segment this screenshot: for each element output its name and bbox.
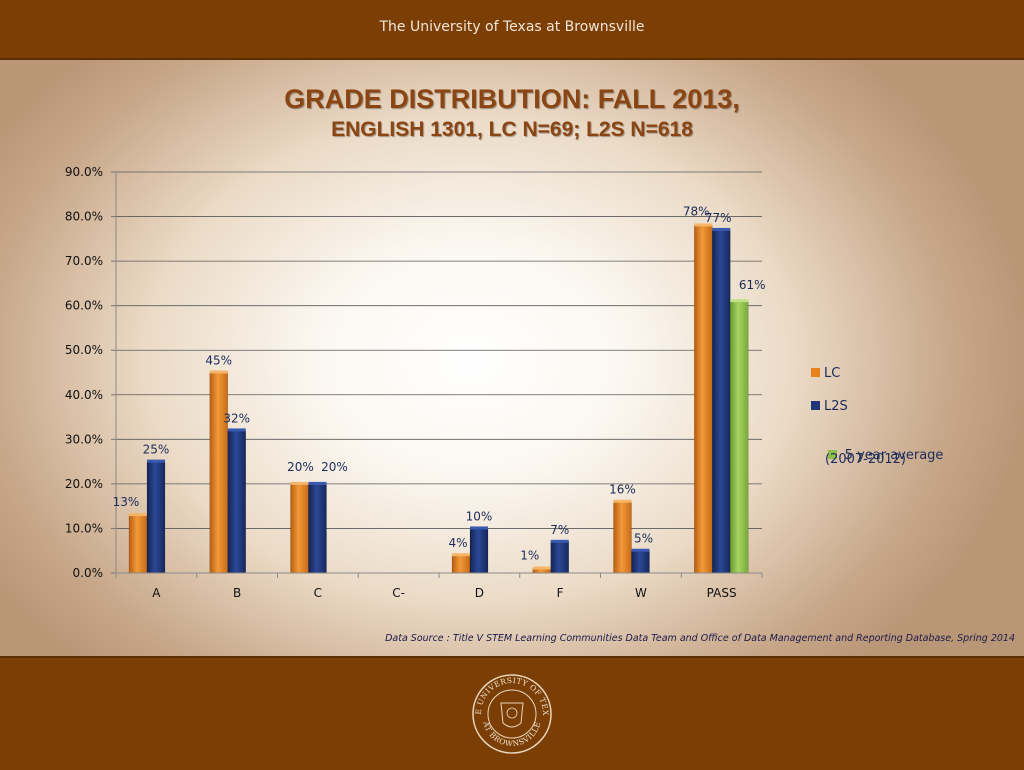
bar-l2s-c-cap [308,481,327,485]
bar-l2s-w [631,550,650,574]
bar-l2s-f-cap [550,539,569,543]
data-source-note: Data Source : Title V STEM Learning Comm… [385,633,1015,644]
data-label-lc-d: 4% [448,536,467,550]
header-bar: The University of Texas at Brownsville [0,0,1024,60]
bar-lc-w [613,501,632,574]
bar-lc-b [209,372,228,574]
chart-subtitle: ENGLISH 1301, LC N=69; L2S N=618 [331,118,693,141]
seal-text-bottom: AT BROWNSVILLE [481,720,542,749]
bar-lc-d-cap [452,553,470,557]
data-label-l2s-f: 7% [550,523,569,537]
institution-title: The University of Texas at Brownsville [379,19,645,35]
data-label-lc-f: 1% [520,549,539,563]
y-tick-label: 90.0% [65,165,103,179]
legend-swatch-5yr [827,450,837,459]
bar-l2s-pass [712,229,731,574]
x-tick-label: B [233,586,241,600]
bar-lc-c-cap [290,481,309,485]
university-seal-logo: THE UNIVERSITY OF TEXAS AT BROWNSVILLE [471,673,552,754]
slide-background [0,60,1024,656]
x-axis: A B C C- D F W PASS [115,572,763,600]
data-label-l2s-pass: 77% [705,211,732,225]
bar-l2s-c [308,483,327,574]
bar-5-year-average-2007-2012-pass [730,300,749,574]
legend-label-l2s: L2S [824,399,848,414]
bar-l2s-f [550,541,569,574]
bar-lc-d [451,554,471,574]
x-tick-label: W [635,586,647,600]
data-label-lc-w: 16% [609,483,636,497]
y-tick-label: 20.0% [65,477,103,491]
legend-item-5yr: 5 year average [811,433,943,478]
seal-text-top: THE UNIVERSITY OF TEXAS [471,673,550,716]
x-tick-label: C- [392,586,405,600]
data-label-l2s-b: 32% [223,411,250,425]
data-label-lc-a: 13% [113,495,140,509]
x-tick-label: A [152,586,161,600]
y-tick-label: 50.0% [65,343,103,357]
y-tick-label: 60.0% [65,299,103,313]
legend-item-5yr-range: (2007-2012) [825,452,906,467]
bar-lc-f-cap [532,566,551,570]
x-tick-label: F [557,586,564,600]
legend-label-5yr-range: (2007-2012) [825,452,907,467]
legend-swatch-l2s [811,401,820,410]
bar-lc-pass-cap [694,223,713,227]
bar-l2s-w-cap [631,548,650,552]
bar-l2s-d-cap [470,526,488,530]
y-tick-label: 70.0% [65,254,103,268]
bar-lc-b-cap [209,370,228,374]
x-tick-label: C [314,586,322,600]
y-tick-label: 30.0% [65,432,103,446]
bar-l2s-d [469,528,489,574]
bar-5-year-average-2007-2012-pass-cap [730,299,749,303]
chart-title: GRADE DISTRIBUTION: FALL 2013, [284,84,740,114]
data-label-l2s-a: 25% [143,443,170,457]
bar-l2s-a [146,461,166,574]
y-axis: 0.0% 10.0% 20.0% 30.0% 40.0% 50.0% 60.0% 70.0% 8… [65,165,117,580]
y-tick-label: 10.0% [65,521,103,535]
bar-l2s-pass-cap [712,227,731,231]
y-tick-label: 0.0% [73,566,104,580]
bar-l2s-b [227,430,246,574]
bar-lc-w-cap [613,499,632,503]
bar-lc-pass [694,225,713,574]
bar-lc-c [290,483,309,574]
data-label-5-year-average-2007-2012-pass: 61% [739,278,766,292]
svg-text:THE UNIVERSITY OF TEXAS: THE UNIVERSITY OF TEXAS [471,673,550,716]
legend-label-5yr: 5 year average [840,448,944,463]
svg-text:AT BROWNSVILLE: AT BROWNSVILLE [481,720,542,749]
data-label-lc-c: 20% [287,460,314,474]
data-label-l2s-c: 20% [321,460,348,474]
bar-lc-a-cap [129,513,147,517]
bar-lc-a [128,514,148,574]
data-label-lc-b: 45% [205,354,232,368]
data-label-lc-pass: 78% [683,204,710,218]
bar-l2s-b-cap [227,428,246,432]
x-tick-label: D [475,586,484,600]
legend-item-l2s: L2S [811,399,848,414]
bar-chart: 0.0% 10.0% 20.0% 30.0% 40.0% 50.0% 60.0% 70.0% 8… [65,165,766,600]
bar-l2s-a-cap [147,459,165,463]
data-label-l2s-w: 5% [634,532,653,546]
bars [128,223,749,574]
data-labels: 13% 25% 45% 32% 20% 20% 4% 10% 1% 7% 16% 5% 78%77% 61… [113,204,766,562]
y-tick-label: 80.0% [65,210,103,224]
x-tick-label: PASS [707,586,737,600]
legend-swatch-lc [811,368,820,377]
legend-item-lc: LC [811,366,840,381]
data-label-l2s-d: 10% [466,509,493,523]
legend-label-lc: LC [824,366,841,381]
y-tick-label: 40.0% [65,388,103,402]
